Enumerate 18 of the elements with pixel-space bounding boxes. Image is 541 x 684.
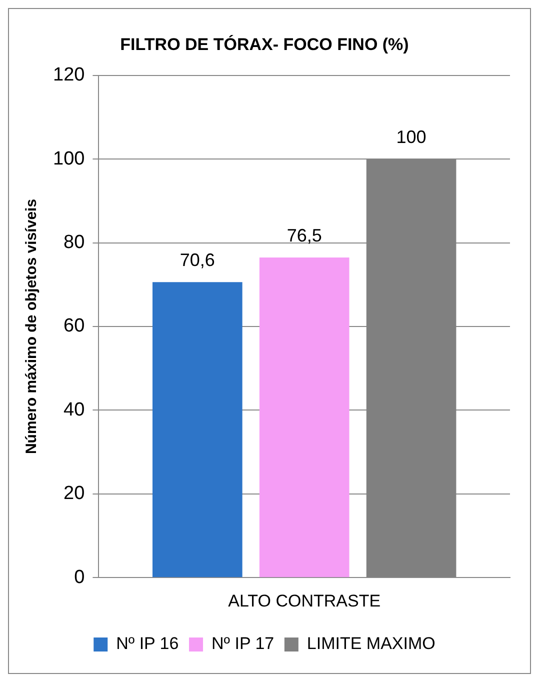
y-tick-label: 60 [64, 316, 85, 337]
y-tick-label: 100 [53, 148, 85, 170]
legend-label: Nº IP 17 [212, 634, 274, 654]
y-axis-title: Número máximo de objetos visíveis [23, 198, 40, 454]
y-tick-label: 20 [64, 483, 85, 504]
y-tick-label: 0 [74, 566, 85, 588]
data-label: 100 [396, 127, 426, 148]
legend-label: LIMITE MAXIMO [306, 634, 436, 654]
bar [152, 282, 242, 578]
legend-label: Nº IP 16 [116, 634, 179, 654]
chart-title: FILTRO DE TÓRAX- FOCO FINO (%) [120, 34, 409, 54]
data-label: 76,5 [286, 225, 322, 246]
bar [259, 257, 350, 578]
y-tick-label: 120 [53, 64, 85, 86]
data-label: 70,6 [180, 250, 215, 270]
x-tick-label: ALTO CONTRASTE [228, 591, 381, 610]
y-tick-label: 40 [64, 399, 85, 420]
y-tick-label: 80 [64, 232, 85, 254]
